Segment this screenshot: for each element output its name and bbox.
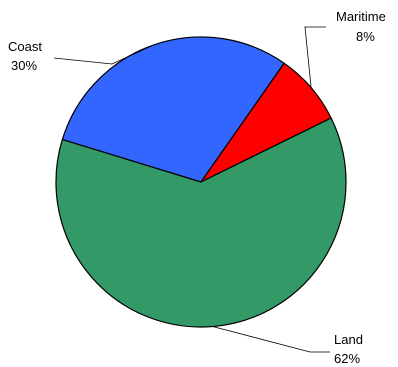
label-coast-value: 30%	[11, 58, 37, 73]
label-land-name: Land	[334, 332, 363, 347]
leader-line-coast	[53, 44, 154, 65]
leader-line-land	[212, 326, 330, 353]
slice-labels: Coast 30% Maritime 8% Land 62%	[8, 9, 386, 366]
label-maritime-name: Maritime	[336, 9, 386, 24]
label-land-value: 62%	[334, 351, 360, 366]
pie-slices	[55, 36, 347, 328]
leader-lines	[53, 26, 330, 353]
label-coast-name: Coast	[8, 39, 42, 54]
label-maritime-value: 8%	[356, 29, 375, 44]
leader-line-maritime	[304, 26, 326, 88]
